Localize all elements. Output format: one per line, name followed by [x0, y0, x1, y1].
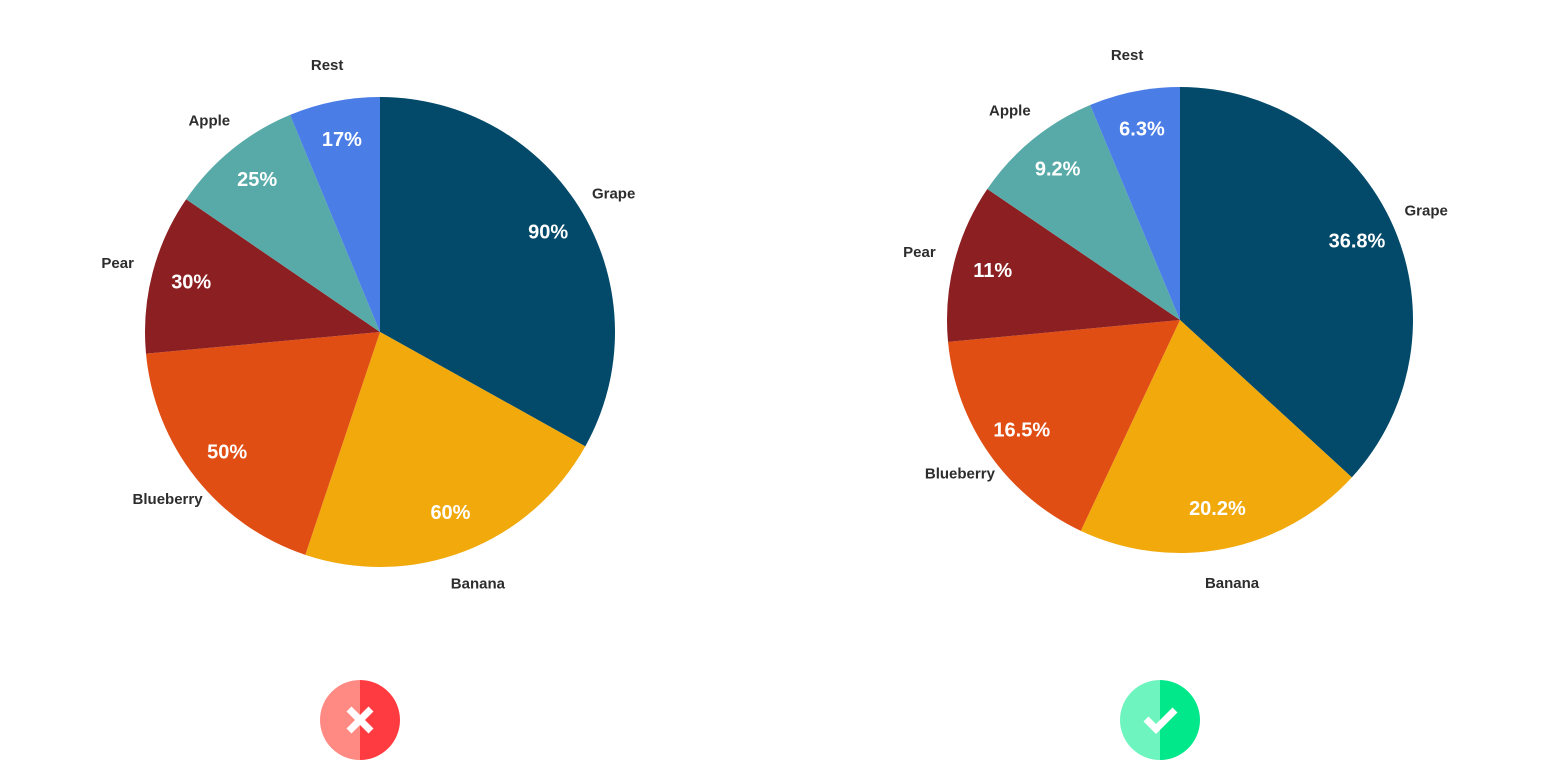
slice-label: Banana — [1205, 575, 1260, 592]
slice-label: Pear — [903, 244, 936, 261]
pie-slice — [1180, 87, 1413, 478]
pie-slice — [290, 97, 380, 332]
value-label: 6.3% — [1119, 119, 1165, 141]
wrong-icon — [320, 680, 400, 760]
pie-slice — [987, 105, 1180, 321]
value-label: 9.2% — [1035, 159, 1081, 181]
pie-slice — [948, 320, 1180, 531]
pie-slice — [145, 199, 380, 354]
value-label: 11% — [973, 260, 1012, 282]
pie-slice — [1090, 87, 1180, 320]
slice-label: Rest — [1111, 47, 1144, 64]
slice-label: Rest — [311, 57, 344, 74]
slice-label: Grape — [592, 186, 635, 203]
pie-slice — [146, 332, 380, 555]
pie-slice — [305, 332, 586, 567]
value-label: 16.5% — [993, 419, 1050, 441]
value-label: 50% — [207, 441, 247, 463]
value-label: 25% — [237, 169, 277, 191]
pie-slice — [947, 189, 1180, 342]
value-label: 90% — [528, 221, 568, 243]
slice-label: Grape — [1405, 203, 1448, 220]
value-label: 20.2% — [1189, 498, 1246, 520]
value-label: 36.8% — [1329, 230, 1386, 252]
value-label: 60% — [430, 502, 470, 524]
value-label: 30% — [171, 271, 211, 293]
pie-slice — [380, 97, 615, 447]
right-icon — [1120, 680, 1200, 760]
pie-slice — [1080, 320, 1352, 553]
slice-label: Apple — [989, 103, 1031, 120]
slice-label: Blueberry — [133, 491, 204, 508]
slice-label: Pear — [101, 255, 134, 272]
slice-label: Banana — [451, 576, 506, 593]
value-label: 17% — [322, 129, 362, 151]
slice-label: Apple — [188, 112, 230, 129]
slice-label: Blueberry — [925, 466, 996, 483]
pie-slice — [186, 114, 380, 333]
